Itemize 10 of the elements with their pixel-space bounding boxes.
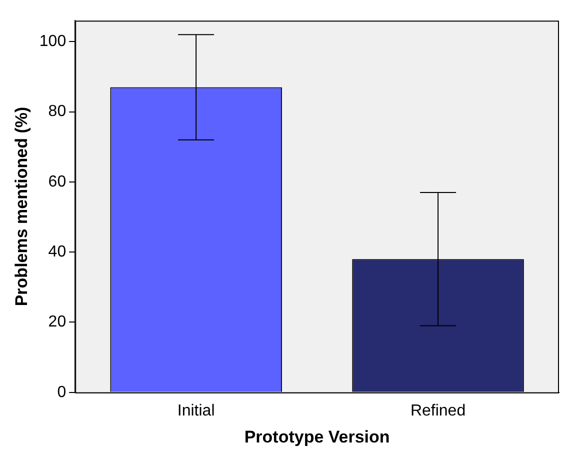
x-axis-title: Prototype Version — [244, 427, 390, 446]
y-tick-label: 100 — [39, 33, 66, 50]
y-tick-label: 60 — [48, 173, 66, 190]
y-tick-label: 0 — [57, 384, 66, 401]
y-tick-label: 80 — [48, 103, 66, 120]
y-tick-label: 40 — [48, 244, 66, 261]
y-tick-label: 20 — [48, 314, 66, 331]
x-tick-label: Refined — [410, 402, 466, 420]
y-axis-title: Problems mentioned (%) — [12, 106, 31, 306]
x-tick-label: Initial — [177, 402, 215, 420]
